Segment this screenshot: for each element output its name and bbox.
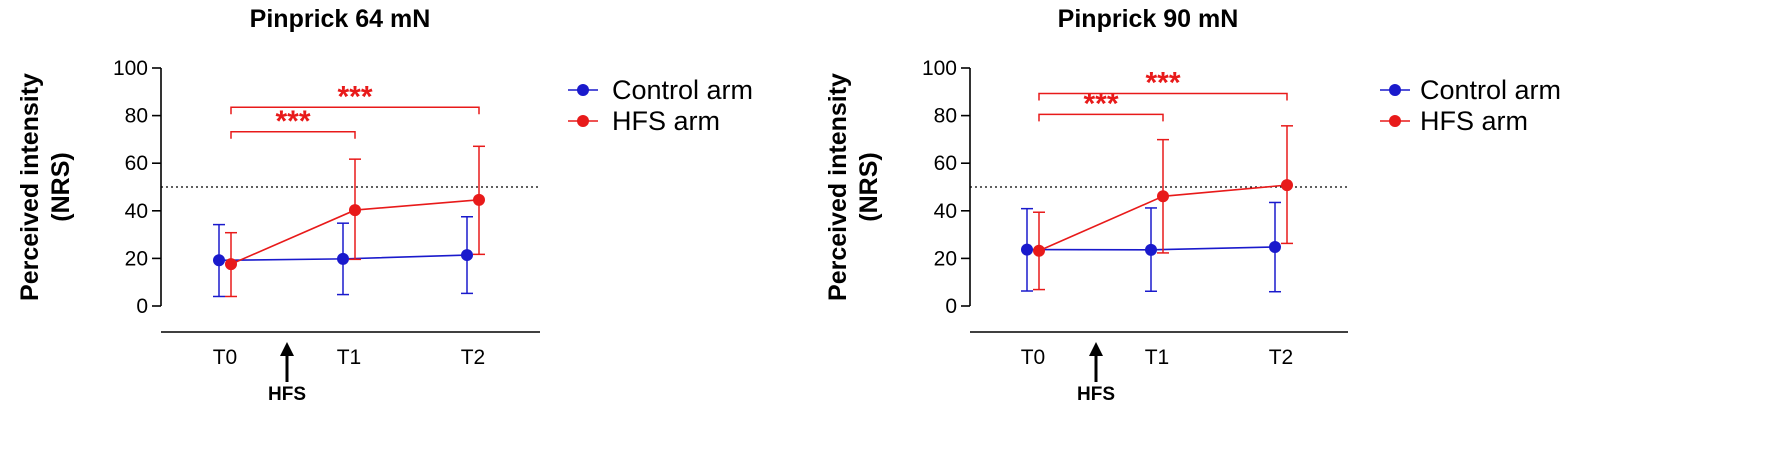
legend-marker-control <box>577 84 589 96</box>
intervention-arrow-head <box>280 342 294 356</box>
chart-title: Pinprick 90 mN <box>1058 5 1239 33</box>
x-tick-label: T2 <box>461 346 486 369</box>
legend-label-hfs: HFS arm <box>1420 106 1528 136</box>
y-axis-label: Perceived intensity (NRS) <box>824 73 883 301</box>
series-control <box>213 216 473 298</box>
significance-bracket: *** <box>230 105 356 139</box>
data-point <box>1157 190 1169 203</box>
series-hfs <box>225 145 485 298</box>
y-axis-label-line1: Perceived intensity <box>16 73 44 301</box>
y-tick-label: 20 <box>934 247 957 270</box>
y-tick-label: 40 <box>934 200 957 223</box>
significance-bracket: *** <box>1038 87 1164 122</box>
intervention-arrow-head <box>1089 342 1103 356</box>
y-tick-label: 80 <box>125 105 148 128</box>
significance-stars: *** <box>337 80 372 113</box>
y-tick-label: 0 <box>136 295 148 318</box>
y-tick-label: 60 <box>934 152 957 175</box>
x-tick-label: T0 <box>1021 346 1046 369</box>
data-point <box>225 258 237 271</box>
legend-marker-hfs <box>577 115 589 127</box>
data-point <box>461 249 473 262</box>
data-point <box>1033 244 1045 257</box>
y-tick-label: 0 <box>945 295 957 318</box>
bracket-line <box>1038 92 1288 101</box>
chart-panel-2: Pinprick 90 mN Perceived intensity (NRS) 0 2… <box>824 5 1561 405</box>
bracket-line <box>1038 113 1164 122</box>
data-point <box>1269 240 1281 253</box>
y-tick-label: 100 <box>113 57 148 80</box>
data-point <box>1145 243 1157 256</box>
series-hfs <box>1033 125 1293 291</box>
data-point <box>349 204 361 217</box>
y-tick-label: 60 <box>125 152 148 175</box>
chart-title: Pinprick 64 mN <box>250 5 431 33</box>
data-point <box>1281 179 1293 192</box>
significance-stars: *** <box>1083 87 1118 120</box>
significance-stars: *** <box>275 105 310 138</box>
legend-marker-control <box>1389 84 1401 96</box>
chart-panel-1: Pinprick 64 mN Perceived intensity (NRS) 0 2… <box>16 5 753 405</box>
legend-label-control: Control arm <box>1420 75 1561 105</box>
y-axis-label-line2: (NRS) <box>855 152 883 221</box>
legend-label-hfs: HFS arm <box>612 106 720 136</box>
y-tick-label: 80 <box>934 105 957 128</box>
y-tick-label: 100 <box>922 57 957 80</box>
data-point <box>213 254 225 267</box>
data-point <box>337 252 349 265</box>
significance-stars: *** <box>1145 66 1180 99</box>
x-tick-label: T1 <box>337 346 362 369</box>
legend-marker-hfs <box>1389 115 1401 127</box>
data-point <box>473 193 485 206</box>
y-axis-label-line1: Perceived intensity <box>824 73 852 301</box>
legend-label-control: Control arm <box>612 75 753 105</box>
x-tick-label: T2 <box>1269 346 1294 369</box>
x-tick-label: T0 <box>213 346 238 369</box>
intervention-label: HFS <box>268 384 306 405</box>
bracket-line <box>230 131 356 139</box>
y-tick-label: 40 <box>125 200 148 223</box>
significance-bracket: *** <box>1038 66 1288 101</box>
intervention-label: HFS <box>1077 384 1115 405</box>
significance-bracket: *** <box>230 80 480 115</box>
y-axis-label-line2: (NRS) <box>47 152 75 221</box>
y-axis-label: Perceived intensity (NRS) <box>16 73 75 301</box>
bracket-line <box>230 106 480 115</box>
series-control <box>1021 201 1281 293</box>
data-point <box>1021 243 1033 256</box>
y-tick-label: 20 <box>125 247 148 270</box>
x-tick-label: T1 <box>1145 346 1170 369</box>
